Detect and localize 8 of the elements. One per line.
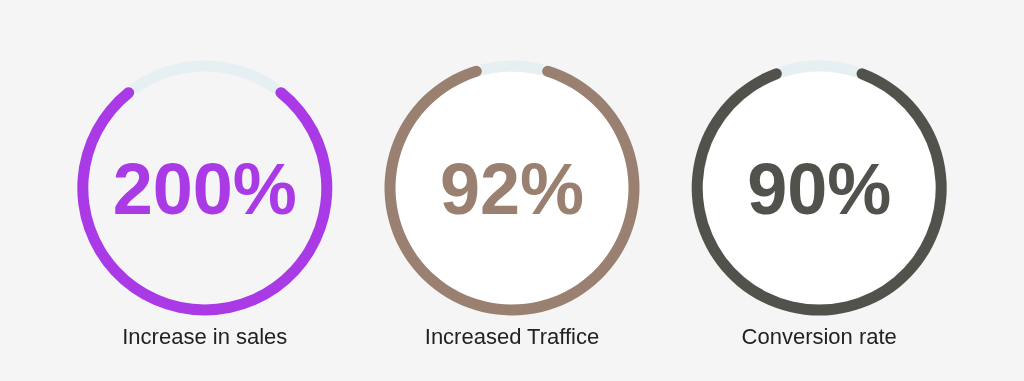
slice-label: Increased Traffice (424, 324, 600, 349)
donut-slice (480, 60, 544, 76)
donut-slice (779, 60, 859, 78)
data-label: 92% (439, 149, 585, 229)
text: 200% (112, 149, 297, 229)
category-label: Increase in sales (122, 324, 288, 349)
data-label: 90% (747, 149, 892, 229)
slice-label: Conversion rate (741, 324, 897, 349)
